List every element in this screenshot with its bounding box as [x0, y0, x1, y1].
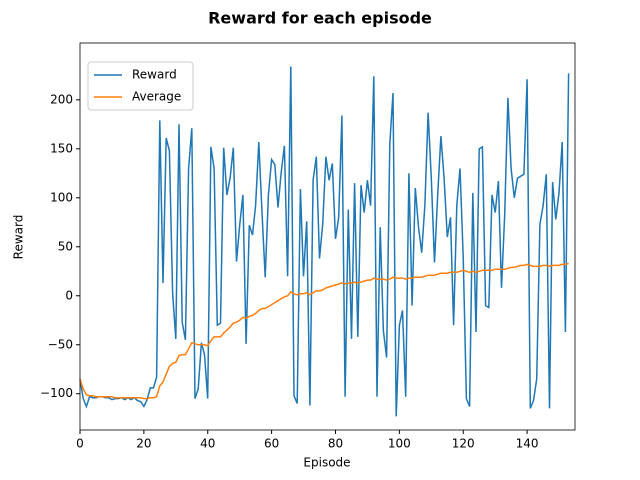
x-tick-label: 80 [328, 437, 343, 451]
y-tick-label: −50 [48, 337, 73, 351]
legend-box [87, 61, 194, 111]
y-tick-label: 150 [50, 141, 73, 155]
chart-title: Reward for each episode [208, 9, 432, 28]
x-tick-label: 0 [76, 437, 84, 451]
y-tick-label: 50 [58, 239, 73, 253]
x-tick-label: 20 [136, 437, 151, 451]
y-tick-label: 0 [65, 288, 73, 302]
x-tick-label: 100 [388, 437, 411, 451]
y-tick-label: 100 [50, 190, 73, 204]
legend-label: Average [132, 90, 181, 104]
line-series [79, 262, 569, 400]
line-series [79, 66, 570, 417]
y-tick-label: −100 [40, 386, 73, 400]
x-tick-label: 40 [200, 437, 215, 451]
y-tick-label: 200 [50, 92, 73, 106]
x-tick-label: 60 [264, 437, 279, 451]
legend-label: Reward [132, 68, 177, 82]
x-tick-label: 120 [452, 437, 475, 451]
x-tick-label: 140 [516, 437, 539, 451]
y-axis-label: Reward [12, 215, 26, 260]
x-axis-label: Episode [303, 456, 350, 470]
plot-frame [79, 42, 576, 431]
